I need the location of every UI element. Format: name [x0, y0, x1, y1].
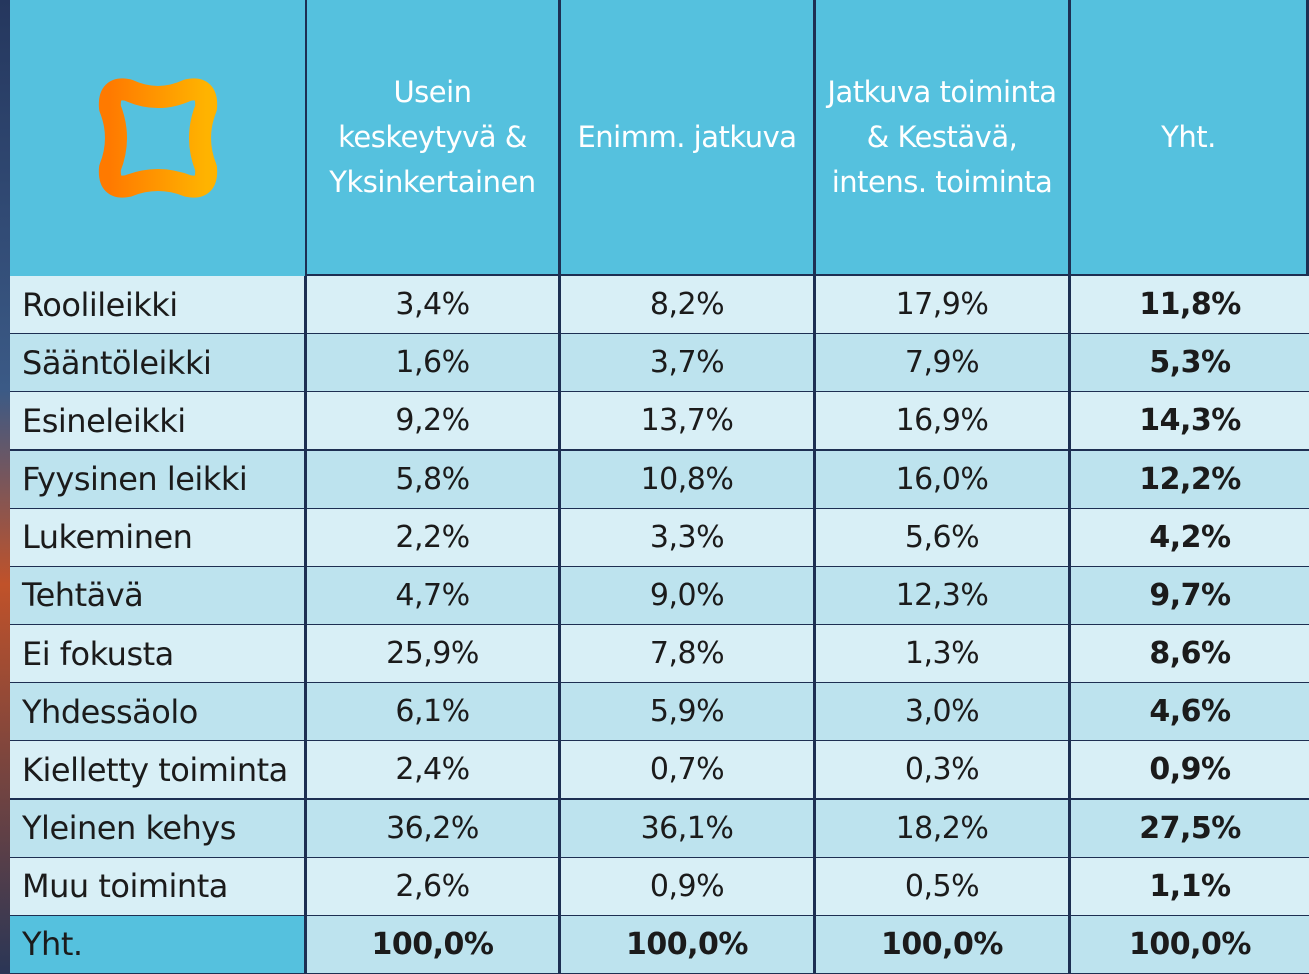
table-cell: 5,6% [816, 509, 1068, 566]
table-cell: 7,8% [561, 625, 813, 682]
table-cell: 25,9% [307, 625, 558, 682]
table-cell: 4,7% [307, 567, 558, 624]
column-header: Jatkuva toiminta & Kestävä, intens. toim… [816, 0, 1068, 274]
table-cell: 100,0% [1071, 916, 1309, 973]
table-cell: 8,6% [1071, 625, 1309, 682]
table-cell: 14,3% [1071, 392, 1309, 449]
table-cell: 4,6% [1071, 683, 1309, 740]
column-header: Enimm. jatkuva [561, 0, 813, 274]
table-cell: 13,7% [561, 392, 813, 449]
table-cell: 3,7% [561, 334, 813, 391]
row-label: Sääntöleikki [10, 334, 304, 391]
table-cell: 9,2% [307, 392, 558, 449]
table-cell: 11,8% [1071, 276, 1309, 333]
column-header: Yht. [1071, 0, 1306, 274]
table-cell: 16,0% [816, 451, 1068, 508]
row-label: Yht. [10, 916, 304, 973]
background-photo [0, 0, 10, 974]
table-cell: 12,3% [816, 567, 1068, 624]
row-label: Fyysinen leikki [10, 451, 304, 508]
table-cell: 36,1% [561, 800, 813, 857]
row-label: Kielletty toiminta [10, 741, 304, 798]
table-cell: 9,7% [1071, 567, 1309, 624]
row-label: Tehtävä [10, 567, 304, 624]
table-cell: 1,6% [307, 334, 558, 391]
table-cell: 36,2% [307, 800, 558, 857]
table-cell: 100,0% [561, 916, 813, 973]
table-cell: 1,1% [1071, 858, 1309, 915]
table-cell: 12,2% [1071, 451, 1309, 508]
table-cell: 0,3% [816, 741, 1068, 798]
table-cell: 2,2% [307, 509, 558, 566]
table-cell: 3,3% [561, 509, 813, 566]
logo-cell [10, 0, 305, 276]
table-cell: 17,9% [816, 276, 1068, 333]
row-label: Yhdessäolo [10, 683, 304, 740]
table-cell: 0,9% [1071, 741, 1309, 798]
table-cell: 0,9% [561, 858, 813, 915]
table-cell: 8,2% [561, 276, 813, 333]
table-cell: 27,5% [1071, 800, 1309, 857]
row-label: Muu toiminta [10, 858, 304, 915]
row-label: Roolileikki [10, 276, 304, 333]
table-cell: 10,8% [561, 451, 813, 508]
table-cell: 4,2% [1071, 509, 1309, 566]
table-cell: 3,0% [816, 683, 1068, 740]
column-header: Usein keskeytyvä & Yksinkertainen [307, 0, 558, 274]
table-cell: 5,9% [561, 683, 813, 740]
table-cell: 1,3% [816, 625, 1068, 682]
row-label: Lukeminen [10, 509, 304, 566]
row-label: Esineleikki [10, 392, 304, 449]
table-cell: 5,8% [307, 451, 558, 508]
row-label: Ei fokusta [10, 625, 304, 682]
table-cell: 2,6% [307, 858, 558, 915]
table-cell: 0,5% [816, 858, 1068, 915]
table-cell: 7,9% [816, 334, 1068, 391]
table-cell: 16,9% [816, 392, 1068, 449]
table-cell: 100,0% [816, 916, 1068, 973]
table-cell: 3,4% [307, 276, 558, 333]
table-cell: 6,1% [307, 683, 558, 740]
table-cell: 18,2% [816, 800, 1068, 857]
table-cell: 0,7% [561, 741, 813, 798]
table-cell: 5,3% [1071, 334, 1309, 391]
row-label: Yleinen kehys [10, 800, 304, 857]
table-cell: 100,0% [307, 916, 558, 973]
logo [98, 78, 218, 198]
page: Usein keskeytyvä & YksinkertainenEnimm. … [0, 0, 1309, 974]
table-cell: 9,0% [561, 567, 813, 624]
table-cell: 2,4% [307, 741, 558, 798]
